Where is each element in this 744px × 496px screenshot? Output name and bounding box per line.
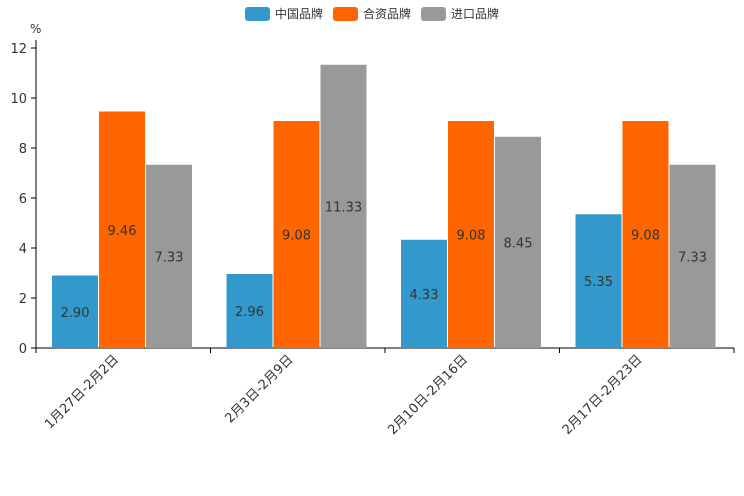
data-label: 9.08 xyxy=(457,229,486,244)
data-label: 2.96 xyxy=(235,305,264,320)
legend-label-jv-brand: 合资品牌 xyxy=(362,7,411,21)
x-tick-label: 2月10日-2月16日 xyxy=(385,352,471,438)
legend-swatch-china-brand xyxy=(244,6,270,21)
bar xyxy=(273,121,320,348)
bar xyxy=(320,64,367,348)
data-label: 9.46 xyxy=(108,224,137,239)
bar xyxy=(448,121,494,348)
data-label: 11.33 xyxy=(325,200,362,215)
y-tick-label: 10 xyxy=(10,92,27,107)
legend-item-jv-brand[interactable]: 合资品牌 xyxy=(332,5,411,22)
bar xyxy=(99,111,145,348)
data-label: 5.35 xyxy=(584,275,613,290)
bar xyxy=(495,136,541,348)
bar xyxy=(575,214,622,348)
legend-swatch-jv-brand xyxy=(332,6,358,21)
bar xyxy=(622,121,669,348)
data-label: 4.33 xyxy=(410,288,439,303)
bar xyxy=(669,164,716,348)
y-axis-unit: % xyxy=(30,22,42,36)
y-tick-label: 4 xyxy=(19,242,27,257)
y-tick-label: 12 xyxy=(10,42,27,57)
legend-label-import-brand: 进口品牌 xyxy=(451,7,500,21)
data-label: 9.08 xyxy=(631,229,660,244)
legend-label-china-brand: 中国品牌 xyxy=(274,7,323,21)
data-label: 7.33 xyxy=(155,250,184,265)
x-tick-label: 1月27日-2月2日 xyxy=(42,352,122,432)
legend-swatch-import-brand xyxy=(421,6,446,21)
bar xyxy=(401,239,447,348)
bar xyxy=(146,164,192,348)
y-tick-label: 6 xyxy=(19,192,27,207)
data-label: 9.08 xyxy=(282,229,311,244)
x-tick-label: 2月17日-2月23日 xyxy=(560,352,646,438)
bar xyxy=(52,275,98,348)
data-label: 7.33 xyxy=(678,250,707,265)
y-tick-label: 8 xyxy=(19,142,27,157)
data-label: 8.45 xyxy=(504,236,533,251)
y-tick-label: 0 xyxy=(19,342,27,357)
x-tick-label: 2月3日-2月9日 xyxy=(222,352,296,426)
legend-item-import-brand[interactable]: 进口品牌 xyxy=(421,5,499,22)
bar xyxy=(226,274,273,348)
y-tick-label: 2 xyxy=(19,292,27,307)
data-label: 2.90 xyxy=(61,306,90,321)
legend: 中国品牌 合资品牌 进口品牌 xyxy=(0,5,744,22)
legend-item-china-brand[interactable]: 中国品牌 xyxy=(244,5,323,22)
